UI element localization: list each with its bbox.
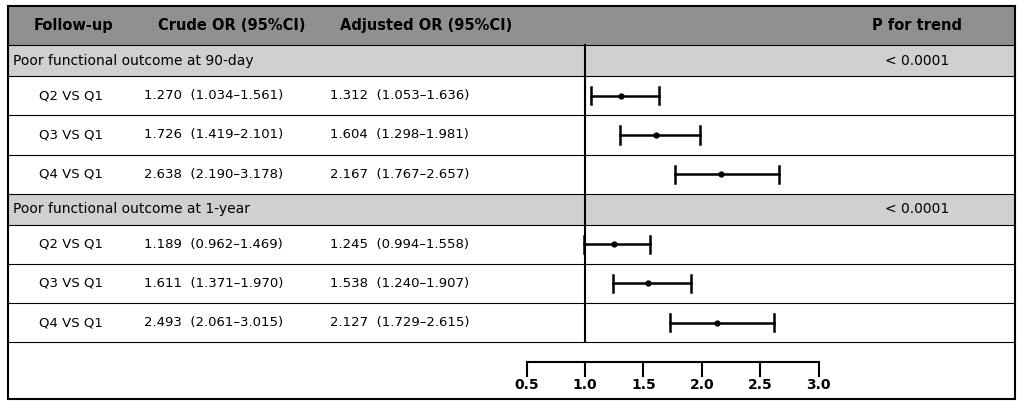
Text: Q2 VS Q1: Q2 VS Q1 — [39, 238, 103, 251]
Text: Follow-up: Follow-up — [34, 18, 113, 33]
Text: Q2 VS Q1: Q2 VS Q1 — [39, 89, 103, 102]
Bar — [8, 303, 1014, 342]
Text: Poor functional outcome at 1-year: Poor functional outcome at 1-year — [13, 202, 250, 216]
Text: Q3 VS Q1: Q3 VS Q1 — [39, 128, 103, 141]
Text: P for trend: P for trend — [871, 18, 961, 33]
Text: 1.5: 1.5 — [631, 378, 655, 392]
Text: 1.726  (1.419–2.101): 1.726 (1.419–2.101) — [144, 128, 283, 141]
Text: 1.270  (1.034–1.561): 1.270 (1.034–1.561) — [144, 89, 283, 102]
Text: Crude OR (95%CI): Crude OR (95%CI) — [158, 18, 306, 33]
Text: Q4 VS Q1: Q4 VS Q1 — [39, 316, 103, 329]
Text: 2.493  (2.061–3.015): 2.493 (2.061–3.015) — [144, 316, 283, 329]
Text: 2.127  (1.729–2.615): 2.127 (1.729–2.615) — [330, 316, 470, 329]
Text: 2.167  (1.767–2.657): 2.167 (1.767–2.657) — [330, 168, 470, 181]
Bar — [8, 225, 1014, 264]
Bar — [8, 115, 1014, 155]
Text: 2.5: 2.5 — [747, 378, 771, 392]
Text: < 0.0001: < 0.0001 — [883, 54, 948, 68]
Text: 1.0: 1.0 — [572, 378, 597, 392]
Text: 2.638  (2.190–3.178): 2.638 (2.190–3.178) — [144, 168, 283, 181]
Text: 0.5: 0.5 — [514, 378, 538, 392]
Text: 3.0: 3.0 — [806, 378, 830, 392]
Text: < 0.0001: < 0.0001 — [883, 202, 948, 216]
Text: 1.538  (1.240–1.907): 1.538 (1.240–1.907) — [330, 277, 469, 290]
Bar — [8, 6, 1014, 45]
Text: Adjusted OR (95%CI): Adjusted OR (95%CI) — [339, 18, 512, 33]
Text: Q3 VS Q1: Q3 VS Q1 — [39, 277, 103, 290]
Text: Poor functional outcome at 90-day: Poor functional outcome at 90-day — [13, 54, 254, 68]
Text: 2.0: 2.0 — [689, 378, 713, 392]
Text: 1.189  (0.962–1.469): 1.189 (0.962–1.469) — [144, 238, 282, 251]
Bar — [8, 45, 1014, 76]
Bar — [8, 194, 1014, 225]
Text: 1.611  (1.371–1.970): 1.611 (1.371–1.970) — [144, 277, 283, 290]
Text: 1.245  (0.994–1.558): 1.245 (0.994–1.558) — [330, 238, 469, 251]
Bar — [8, 342, 1014, 399]
Text: 1.604  (1.298–1.981): 1.604 (1.298–1.981) — [330, 128, 469, 141]
Text: 1.312  (1.053–1.636): 1.312 (1.053–1.636) — [330, 89, 470, 102]
Bar — [8, 76, 1014, 115]
Text: Q4 VS Q1: Q4 VS Q1 — [39, 168, 103, 181]
Bar — [8, 155, 1014, 194]
Bar — [8, 264, 1014, 303]
